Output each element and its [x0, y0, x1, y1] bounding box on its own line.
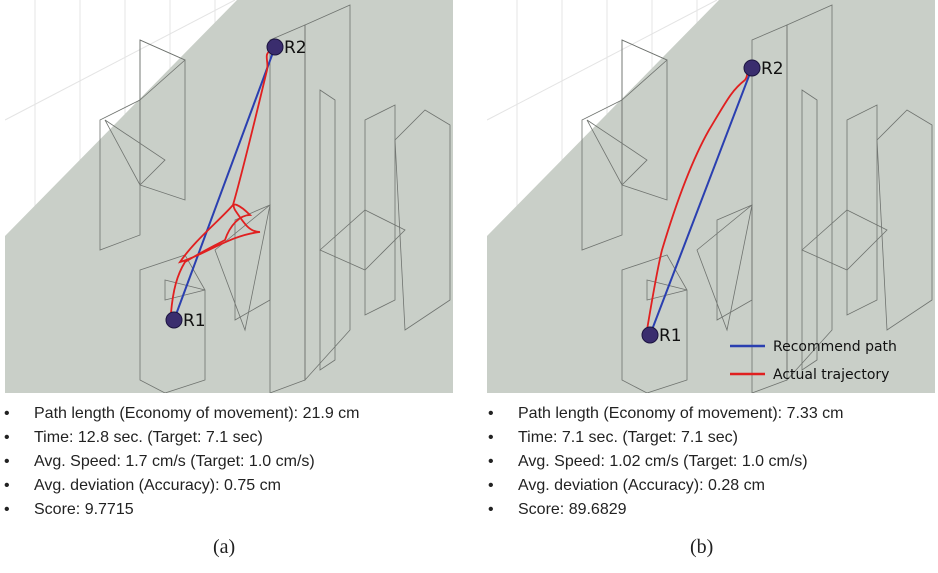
caption-b: (b) [690, 536, 713, 559]
metric: Avg. Speed: 1.02 cm/s (Target: 1.0 cm/s) [484, 450, 843, 474]
metric: Score: 89.6829 [484, 498, 843, 522]
metric: Time: 7.1 sec. (Target: 7.1 sec) [484, 426, 843, 450]
caption-a: (a) [213, 536, 235, 559]
metric: Avg. deviation (Accuracy): 0.28 cm [484, 474, 843, 498]
metric: Time: 12.8 sec. (Target: 7.1 sec) [0, 426, 359, 450]
waypoint [166, 312, 182, 328]
waypoint [267, 39, 283, 55]
metric: Avg. Speed: 1.7 cm/s (Target: 1.0 cm/s) [0, 450, 359, 474]
metrics-a: Path length (Economy of movement): 21.9 … [0, 402, 359, 522]
metric: Score: 9.7715 [0, 498, 359, 522]
waypoint-label: R2 [284, 38, 307, 58]
floor [487, 0, 935, 393]
metrics-b: Path length (Economy of movement): 7.33 … [484, 402, 843, 522]
waypoint [642, 327, 658, 343]
render-a: R1 R2 [5, 0, 453, 393]
waypoint-label: R1 [659, 326, 682, 346]
waypoint-label: R2 [761, 59, 784, 79]
metric: Avg. deviation (Accuracy): 0.75 cm [0, 474, 359, 498]
figure: R1 R2 R1 R2 Recommend path Actual trajectory… [0, 0, 938, 573]
waypoint [744, 60, 760, 76]
legend-label: Recommend path [773, 339, 897, 355]
legend-label: Actual trajectory [773, 367, 889, 383]
floor [5, 0, 453, 393]
metric: Path length (Economy of movement): 7.33 … [484, 402, 843, 426]
metric: Path length (Economy of movement): 21.9 … [0, 402, 359, 426]
render-b: R1 R2 Recommend path Actual trajectory [487, 0, 935, 393]
waypoint-label: R1 [183, 311, 206, 331]
